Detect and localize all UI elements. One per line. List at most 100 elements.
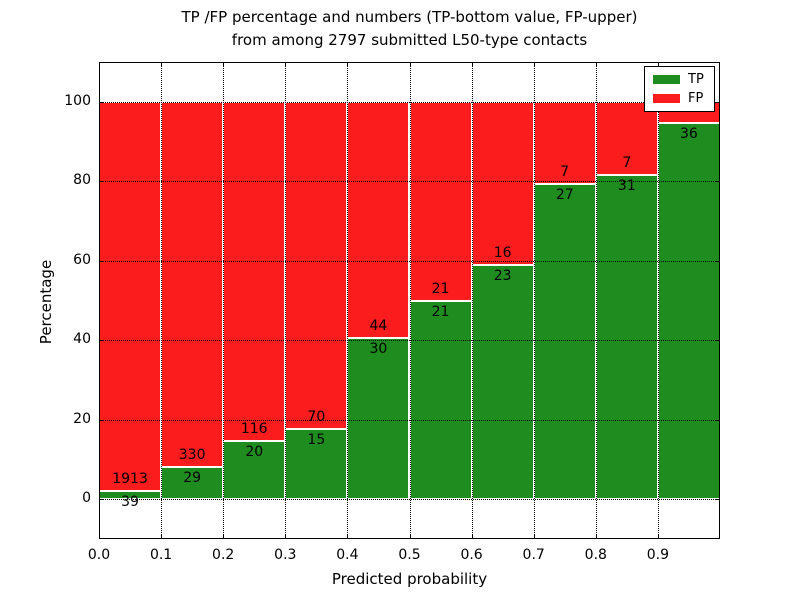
bar-segment-fp: [347, 101, 410, 339]
bar-count-label-fp: 44: [369, 318, 388, 335]
x-tick-label: 0.5: [398, 547, 421, 563]
y-axis-tick-right: [715, 260, 720, 262]
y-axis-tick-right: [715, 340, 720, 342]
y-tick-label: 100: [64, 92, 91, 109]
bar-segment-tp: [595, 174, 658, 500]
x-axis-tick-top: [285, 62, 287, 67]
y-axis-tick: [99, 101, 104, 103]
bar-count-label-tp: 31: [617, 177, 636, 194]
legend-swatch-fp-icon: [653, 94, 680, 103]
bar-count-label-fp: 70: [307, 409, 326, 426]
x-axis-tick-top: [409, 62, 411, 67]
x-tick-label: 0.4: [336, 547, 359, 563]
bar-count-label-tp: 30: [369, 341, 388, 358]
legend: TP FP: [644, 66, 715, 112]
v-gridline: [409, 62, 411, 539]
x-axis-label: Predicted probability: [331, 570, 488, 588]
legend-entry-tp: TP: [653, 73, 704, 86]
bar-segment-tp: [285, 429, 348, 500]
x-axis-tick: [223, 534, 225, 539]
y-axis-tick: [99, 181, 104, 183]
bar-segment-tp: [161, 467, 224, 500]
v-gridline: [595, 62, 597, 539]
legend-label-fp: FP: [688, 91, 704, 106]
h-gridline: [99, 340, 720, 342]
bar-count-label-fp: 330: [178, 447, 206, 464]
v-gridline: [285, 62, 287, 539]
y-axis-tick: [99, 260, 104, 262]
x-tick-label: 0.7: [522, 547, 545, 563]
bar-segment-tp: [223, 440, 286, 500]
h-gridline: [99, 499, 720, 501]
x-tick-label: 0.1: [149, 547, 173, 563]
y-axis-tick-right: [715, 499, 720, 501]
x-axis-tick: [471, 534, 473, 539]
x-tick-label: 0.8: [584, 547, 607, 563]
x-tick-label: 0.0: [87, 547, 111, 563]
x-axis-tick: [595, 534, 597, 539]
x-axis-tick: [657, 534, 659, 539]
v-gridline: [347, 62, 349, 539]
x-axis-tick-top: [161, 62, 163, 67]
v-gridline: [471, 62, 473, 539]
bar-count-label-fp: 7: [560, 163, 570, 180]
x-axis-tick-top: [223, 62, 225, 67]
y-axis-tick-right: [715, 181, 720, 183]
h-gridline: [99, 260, 720, 262]
bar-segment-fp: [471, 101, 534, 265]
bar-count-label-tp: 23: [493, 267, 512, 284]
x-axis-tick: [719, 534, 720, 539]
x-tick-label: 0.2: [212, 547, 235, 563]
x-axis-tick: [285, 534, 287, 539]
bar-segment-fp: [99, 101, 162, 492]
chart-title: TP /FP percentage and numbers (TP-bottom…: [99, 6, 720, 52]
h-gridline: [99, 101, 720, 103]
bar-count-label-tp: 21: [431, 303, 450, 320]
x-axis-tick: [347, 534, 349, 539]
bar-count-label-fp: 7: [622, 154, 632, 171]
x-axis-tick: [161, 534, 163, 539]
legend-swatch-tp-icon: [653, 75, 680, 84]
x-axis-tick-top: [657, 62, 659, 67]
x-axis-tick-top: [595, 62, 597, 67]
bar-count-label-tp: 20: [245, 443, 264, 460]
y-tick-label: 40: [73, 331, 91, 348]
v-gridline: [533, 62, 535, 539]
y-tick-label: 60: [73, 251, 91, 268]
y-axis-tick-right: [715, 101, 720, 103]
v-gridline: [161, 62, 163, 539]
x-axis-tick-top: [347, 62, 349, 67]
x-axis-tick: [533, 534, 535, 539]
x-axis-tick: [409, 534, 411, 539]
y-tick-label: 80: [73, 172, 91, 189]
bar-count-label-tp: 29: [183, 470, 202, 487]
bar-segment-tp: [471, 264, 534, 500]
bar-segment-fp: [409, 101, 472, 301]
chart-title-line1: TP /FP percentage and numbers (TP-bottom…: [181, 8, 638, 26]
y-tick-label: 20: [73, 410, 91, 427]
plot-area: TP FP 1913 39 330 29 116 20 70 15 44 30 21 21 16 23 7 2…: [64, 62, 720, 563]
v-gridline: [223, 62, 225, 539]
chart-title-line2: from among 2797 submitted L50-type conta…: [231, 31, 588, 49]
bar-segment-tp: [533, 183, 596, 500]
x-tick-label: 0.3: [274, 547, 297, 563]
bar-count-label-fp: 116: [240, 420, 268, 437]
bar-count-label-tp: 36: [680, 125, 698, 142]
bar-segment-tp: [409, 300, 472, 500]
y-axis-tick: [99, 499, 104, 501]
x-axis-tick-top: [533, 62, 535, 67]
x-axis-tick-top: [471, 62, 473, 67]
bar-count-label-tp: 39: [121, 494, 139, 511]
x-axis-tick-top: [719, 62, 720, 67]
x-axis-tick: [99, 534, 100, 539]
x-axis-tick-top: [99, 62, 100, 67]
bar-segment-tp: [347, 338, 410, 500]
h-gridline: [99, 181, 720, 183]
y-axis-tick: [99, 419, 104, 421]
bar-count-label-tp: 15: [307, 432, 326, 449]
bar-count-label-fp: 21: [431, 280, 450, 297]
y-tick-label: 0: [82, 490, 91, 507]
legend-label-tp: TP: [688, 72, 704, 87]
x-tick-label: 0.9: [646, 547, 670, 563]
